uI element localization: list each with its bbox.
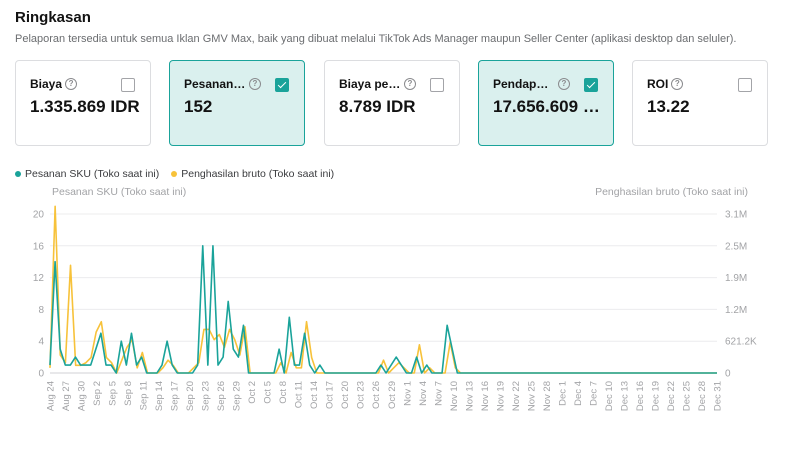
x-tick-label: Nov 10 <box>449 381 460 411</box>
series-line-penghasilan <box>49 205 717 374</box>
x-tick-label: Oct 5 <box>263 381 274 404</box>
y-tick-label-right: 0 <box>725 369 731 380</box>
x-tick-label: Dec 16 <box>635 381 646 411</box>
y-tick-label-left: 12 <box>33 273 45 284</box>
section-title: Ringkasan <box>15 9 91 26</box>
x-tick-label: Oct 26 <box>371 381 382 409</box>
y-tick-label-right: 3.1M <box>725 210 747 221</box>
x-tick-label: Dec 13 <box>619 381 630 411</box>
question-circle-icon[interactable]: ? <box>249 78 261 90</box>
x-tick-label: Nov 28 <box>542 381 553 411</box>
y-tick-label-left: 8 <box>38 305 44 316</box>
x-tick-label: Sep 14 <box>154 381 165 411</box>
y-tick-label-right: 2.5M <box>725 241 747 252</box>
x-tick-label: Dec 28 <box>697 381 708 411</box>
y-tick-label-left: 4 <box>38 337 44 348</box>
question-circle-icon[interactable]: ? <box>671 78 684 90</box>
metric-card-roi[interactable]: ROI ? 13.22 <box>632 60 768 146</box>
legend-label: Pesanan SKU (Toko saat ini) <box>25 168 160 180</box>
x-tick-label: Dec 1 <box>557 381 568 406</box>
x-tick-label: Dec 19 <box>650 381 661 411</box>
x-tick-label: Aug 27 <box>61 381 72 411</box>
metric-card-biaya[interactable]: Biaya ? 1.335.869 IDR <box>15 60 151 146</box>
x-tick-label: Nov 16 <box>480 381 491 411</box>
x-tick-label: Sep 17 <box>170 381 181 411</box>
x-tick-label: Oct 8 <box>278 381 289 404</box>
metric-card-pesanan-sku[interactable]: Pesanan SKU ? 152 <box>169 60 305 146</box>
x-tick-label: Dec 10 <box>604 381 615 411</box>
question-circle-icon[interactable]: ? <box>65 78 78 90</box>
metric-checkbox[interactable] <box>430 78 444 92</box>
x-tick-label: Nov 13 <box>464 381 475 411</box>
y-axis-left-title: Pesanan SKU (Toko saat ini) <box>52 186 187 198</box>
x-tick-label: Sep 11 <box>139 381 150 410</box>
x-tick-label: Oct 14 <box>309 381 320 409</box>
x-tick-label: Nov 4 <box>418 381 429 406</box>
x-tick-label: Sep 23 <box>201 381 212 411</box>
metric-checkbox[interactable] <box>275 78 289 92</box>
x-tick-label: Dec 22 <box>666 381 677 411</box>
x-tick-label: Oct 23 <box>356 381 367 409</box>
y-tick-label-left: 0 <box>38 369 44 380</box>
y-tick-label-right: 1.2M <box>725 305 747 316</box>
question-circle-icon[interactable]: ? <box>404 78 416 90</box>
series-line-pesanan <box>49 245 717 374</box>
metric-label: Biaya per pesanan ? <box>339 77 416 91</box>
x-tick-label: Sep 20 <box>185 381 196 411</box>
x-tick-label: Nov 7 <box>433 381 444 406</box>
metric-label: Pendapatan kotor ? <box>493 77 570 91</box>
x-tick-label: Sep 8 <box>123 381 134 406</box>
x-tick-label: Oct 17 <box>325 381 336 409</box>
x-tick-label: Sep 5 <box>108 381 119 406</box>
x-tick-label: Sep 26 <box>216 381 227 411</box>
legend-dot <box>15 171 21 177</box>
metric-checkbox[interactable] <box>738 78 752 92</box>
question-circle-icon[interactable]: ? <box>558 78 570 90</box>
metric-card-pendapatan[interactable]: Pendapatan kotor ? 17.656.609 IDR <box>478 60 614 146</box>
x-tick-label: Dec 31 <box>713 381 724 411</box>
x-tick-label: Sep 29 <box>232 381 243 411</box>
chart-legend: Pesanan SKU (Toko saat ini) Penghasilan … <box>15 168 334 180</box>
metric-checkbox[interactable] <box>121 78 135 92</box>
x-tick-label: Oct 29 <box>387 381 398 409</box>
x-tick-label: Sep 2 <box>92 381 103 406</box>
metric-card-biaya-per-pesanan[interactable]: Biaya per pesanan ? 8.789 IDR <box>324 60 460 146</box>
legend-label: Penghasilan bruto (Toko saat ini) <box>181 168 335 180</box>
section-subtitle: Pelaporan tersedia untuk semua Iklan GMV… <box>15 33 737 45</box>
legend-item-pesanan[interactable]: Pesanan SKU (Toko saat ini) <box>15 168 159 180</box>
legend-item-penghasilan[interactable]: Penghasilan bruto (Toko saat ini) <box>171 168 334 180</box>
x-tick-label: Oct 2 <box>247 381 258 404</box>
x-tick-label: Dec 7 <box>588 381 599 406</box>
x-tick-label: Aug 30 <box>77 381 88 411</box>
x-tick-label: Nov 22 <box>511 381 522 411</box>
metric-checkbox[interactable] <box>584 78 598 92</box>
metric-label: Biaya ? <box>30 77 78 91</box>
metric-label: ROI ? <box>647 77 684 91</box>
x-tick-label: Oct 11 <box>294 381 305 408</box>
x-tick-label: Aug 24 <box>46 381 57 411</box>
y-tick-label-right: 621.2K <box>725 337 757 348</box>
metric-label: Pesanan SKU ? <box>184 77 261 91</box>
y-tick-label-right: 1.9M <box>725 273 747 284</box>
x-tick-label: Nov 25 <box>526 381 537 411</box>
x-tick-label: Nov 19 <box>495 381 506 411</box>
x-tick-label: Dec 25 <box>681 381 692 411</box>
x-tick-label: Oct 20 <box>340 381 351 409</box>
y-axis-right-title: Penghasilan bruto (Toko saat ini) <box>595 186 748 198</box>
y-tick-label-left: 20 <box>33 210 45 221</box>
x-tick-label: Nov 1 <box>402 381 413 406</box>
x-tick-label: Dec 4 <box>573 381 584 406</box>
y-tick-label-left: 16 <box>33 241 45 252</box>
legend-dot <box>171 171 178 177</box>
